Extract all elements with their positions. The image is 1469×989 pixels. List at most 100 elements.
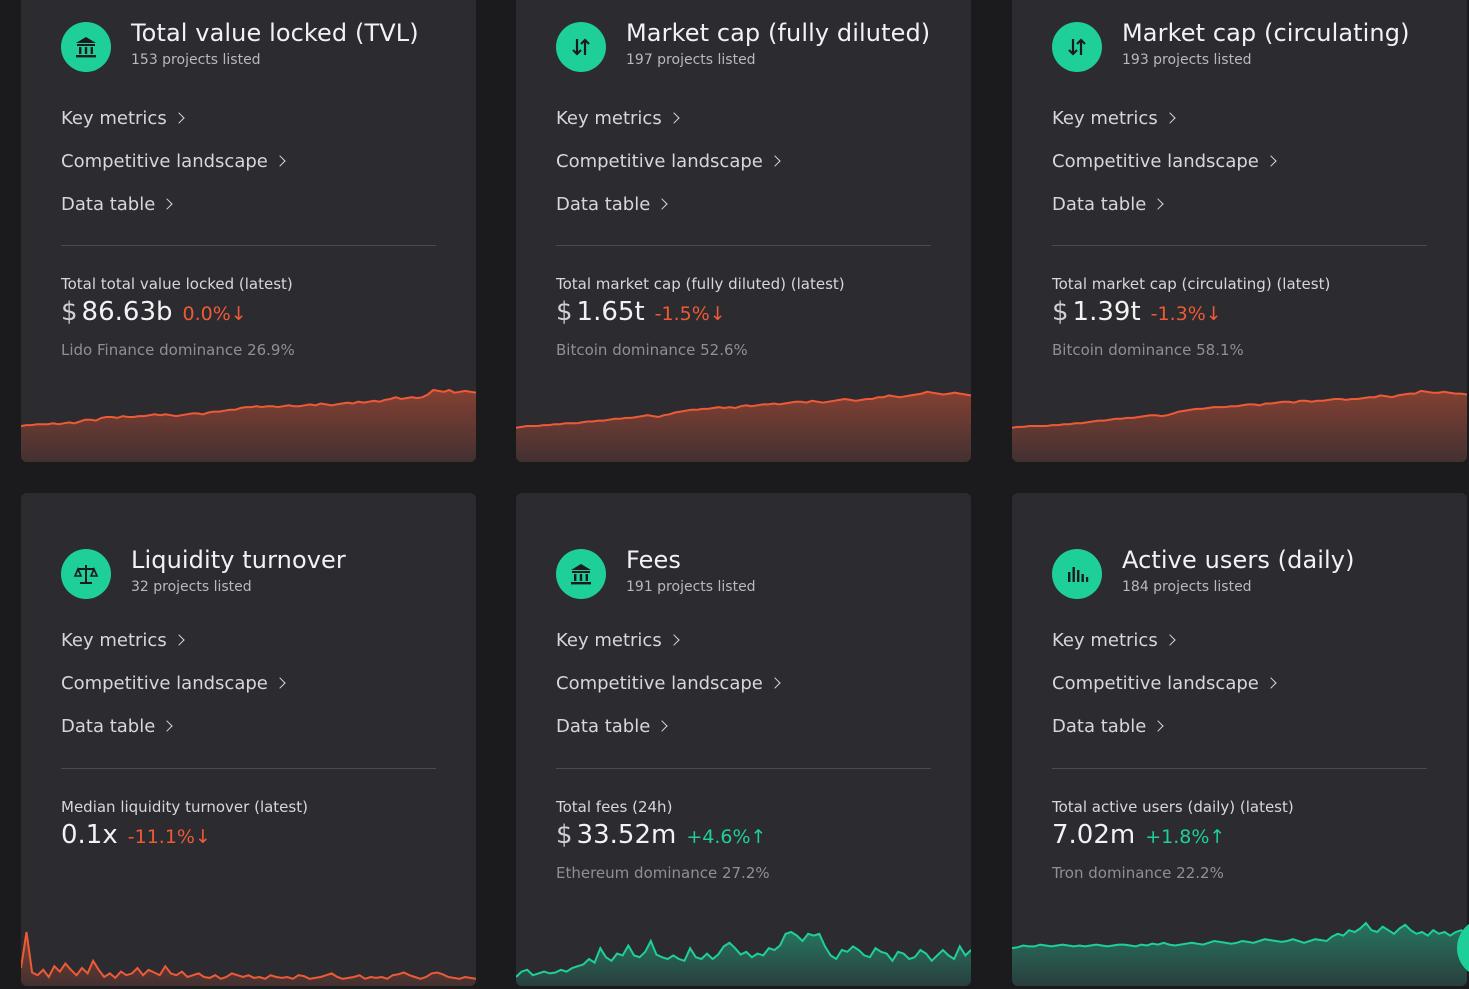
projects-count: 193 projects listed (1122, 52, 1252, 68)
chevron-right-icon (769, 677, 781, 689)
metric-value: 1.39t (1072, 297, 1141, 327)
sparkline-chart (516, 930, 971, 986)
metric-label: Total total value locked (latest) (61, 275, 293, 293)
data-table-link[interactable]: Data table (556, 715, 779, 758)
metric-label: Total active users (daily) (latest) (1052, 798, 1294, 816)
sparkline-line (516, 930, 971, 978)
sparkline-line (21, 931, 476, 980)
sparkline-line (516, 390, 971, 429)
projects-count: 32 projects listed (131, 579, 252, 595)
market-cap-circulating-card: Market cap (circulating) 193 projects li… (1012, 0, 1467, 462)
competitive-landscape-link[interactable]: Competitive landscape (1052, 672, 1277, 715)
chevron-right-icon (161, 720, 173, 732)
currency-symbol: $ (556, 297, 573, 327)
projects-count: 184 projects listed (1122, 579, 1252, 595)
dominance-text: Lido Finance dominance 26.9% (61, 341, 295, 359)
card-header: Market cap (fully diluted) 197 projects … (556, 18, 930, 72)
change-badge: -11.1%↓ (127, 826, 211, 848)
key-metrics-link[interactable]: Key metrics (1052, 629, 1275, 672)
sparkline-line (1012, 389, 1467, 429)
metric-value: 1.65t (576, 297, 645, 327)
sparkline-chart (1012, 921, 1467, 986)
metric-label: Total fees (24h) (556, 798, 673, 816)
key-metrics-link[interactable]: Key metrics (556, 629, 779, 672)
divider (556, 768, 931, 769)
sparkline-line (1012, 921, 1467, 950)
chevron-right-icon (1164, 634, 1176, 646)
competitive-landscape-link[interactable]: Competitive landscape (556, 150, 781, 193)
card-header: Liquidity turnover 32 projects listed (61, 545, 346, 599)
data-table-link[interactable]: Data table (61, 193, 284, 236)
metric-value: 33.52m (576, 820, 677, 850)
sparkline-area (516, 932, 971, 986)
card-title: Total value locked (TVL) (131, 19, 419, 47)
chevron-right-icon (769, 155, 781, 167)
chevron-right-icon (656, 198, 668, 210)
bank-icon (556, 549, 606, 599)
change-badge: -1.5%↓ (654, 303, 726, 325)
metric-value: 7.02m (1052, 820, 1136, 850)
divider (61, 768, 436, 769)
key-metrics-link[interactable]: Key metrics (61, 629, 284, 672)
chevron-right-icon (656, 720, 668, 732)
competitive-landscape-link[interactable]: Competitive landscape (556, 672, 781, 715)
metric-label: Total market cap (fully diluted) (latest… (556, 275, 845, 293)
data-table-link[interactable]: Data table (1052, 193, 1275, 236)
chevron-right-icon (1164, 112, 1176, 124)
chevron-right-icon (173, 112, 185, 124)
dominance-text: Bitcoin dominance 52.6% (556, 341, 748, 359)
key-metrics-link[interactable]: Key metrics (1052, 107, 1275, 150)
liquidity-turnover-card: Liquidity turnover 32 projects listed Ke… (21, 493, 476, 986)
card-header: Fees 191 projects listed (556, 545, 756, 599)
key-metrics-link[interactable]: Key metrics (556, 107, 779, 150)
currency-symbol: $ (556, 820, 573, 850)
sparkline-area (21, 390, 476, 462)
tvl-card: Total value locked (TVL) 153 projects li… (21, 0, 476, 462)
sparkline-chart (21, 388, 476, 462)
projects-count: 197 projects listed (626, 52, 756, 68)
currency-symbol: $ (61, 297, 78, 327)
market-cap-fdv-card: Market cap (fully diluted) 197 projects … (516, 0, 971, 462)
bar-chart-icon (1052, 549, 1102, 599)
chevron-right-icon (668, 112, 680, 124)
sparkline-chart (516, 390, 971, 462)
competitive-landscape-link[interactable]: Competitive landscape (1052, 150, 1277, 193)
chevron-right-icon (1152, 720, 1164, 732)
divider (556, 245, 931, 246)
data-table-link[interactable]: Data table (61, 715, 284, 758)
metric-value: 86.63b (81, 297, 173, 327)
competitive-landscape-link[interactable]: Competitive landscape (61, 672, 286, 715)
chevron-right-icon (274, 677, 286, 689)
chevron-right-icon (1265, 677, 1277, 689)
change-badge: +4.6%↑ (686, 826, 767, 848)
fees-card: Fees 191 projects listed Key metrics Com… (516, 493, 971, 986)
card-title: Market cap (circulating) (1122, 19, 1410, 47)
chevron-right-icon (161, 198, 173, 210)
chevron-right-icon (274, 155, 286, 167)
card-title: Liquidity turnover (131, 546, 346, 574)
data-table-link[interactable]: Data table (1052, 715, 1275, 758)
swap-arrows-icon (556, 22, 606, 72)
scales-icon (61, 549, 111, 599)
change-badge: -1.3%↓ (1150, 303, 1222, 325)
chevron-right-icon (668, 634, 680, 646)
chevron-right-icon (1265, 155, 1277, 167)
active-users-card: Active users (daily) 184 projects listed… (1012, 493, 1467, 986)
metric-value: 0.1x (61, 820, 118, 850)
projects-count: 153 projects listed (131, 52, 261, 68)
card-header: Market cap (circulating) 193 projects li… (1052, 18, 1410, 72)
competitive-landscape-link[interactable]: Competitive landscape (61, 150, 286, 193)
key-metrics-link[interactable]: Key metrics (61, 107, 284, 150)
card-header: Active users (daily) 184 projects listed (1052, 545, 1355, 599)
change-badge: +1.8%↑ (1145, 826, 1226, 848)
card-title: Active users (daily) (1122, 546, 1355, 574)
metric-label: Total market cap (circulating) (latest) (1052, 275, 1331, 293)
swap-arrows-icon (1052, 22, 1102, 72)
currency-symbol: $ (1052, 297, 1069, 327)
sparkline-area (21, 932, 476, 986)
card-title: Fees (626, 546, 681, 574)
dominance-text: Bitcoin dominance 58.1% (1052, 341, 1244, 359)
divider (1052, 768, 1427, 769)
data-table-link[interactable]: Data table (556, 193, 779, 236)
change-badge: 0.0%↓ (182, 303, 247, 325)
